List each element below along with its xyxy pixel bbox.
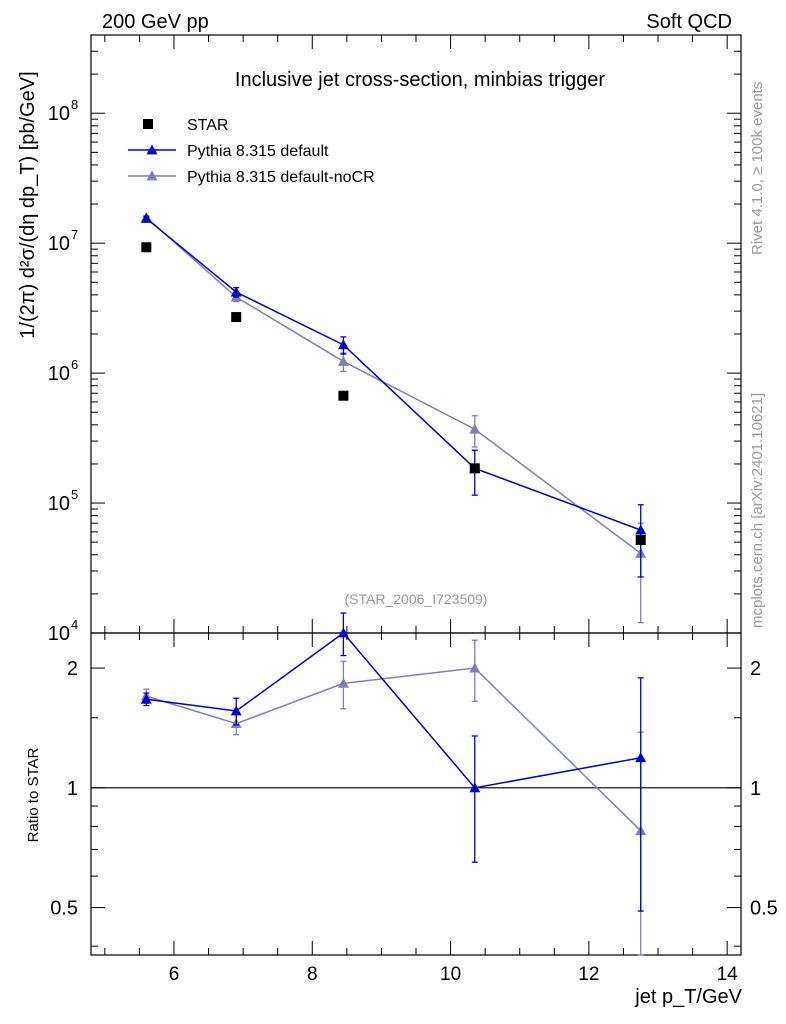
ratio-point-triangle <box>469 782 481 793</box>
chart-title: Inclusive jet cross-section, minbias tri… <box>235 69 605 91</box>
legend-label: Pythia 8.315 default-noCR <box>187 169 375 186</box>
header-left: 200 GeV pp <box>102 11 209 33</box>
legend-marker-triangle <box>146 170 158 181</box>
x-axis-label: jet p_T/GeV <box>634 986 742 1008</box>
analysis-tag: (STAR_2006_I723509) <box>345 591 488 607</box>
data-point-triangle <box>469 423 481 434</box>
y-tick-label: 10 <box>48 623 70 645</box>
legend-marker-square <box>143 119 153 129</box>
rivet-label: Rivet 4.1.0, ≥ 100k events <box>749 82 766 255</box>
data-point-square <box>141 242 152 253</box>
series-line <box>145 217 641 531</box>
x-tick-label: 12 <box>578 964 599 985</box>
x-tick-label: 6 <box>169 964 180 985</box>
ratio-series <box>91 612 741 956</box>
y-tick-label: 10 <box>48 493 70 515</box>
ratio-point-triangle <box>230 705 242 716</box>
ratio-point-triangle <box>337 627 349 638</box>
ratio-tick-label-left: 0.5 <box>50 898 78 920</box>
y-tick-exponent: 7 <box>71 227 78 242</box>
ratio-tick-label-left: 1 <box>67 778 78 800</box>
data-point-triangle <box>337 339 349 350</box>
data-point-square <box>338 390 349 401</box>
ratio-tick-label-right: 1 <box>750 778 761 800</box>
x-tick-label: 8 <box>307 964 318 985</box>
ratio-point-triangle <box>635 752 647 763</box>
y-tick-label: 10 <box>48 233 70 255</box>
ratio-tick-label-right: 2 <box>750 658 761 680</box>
data-point-square <box>635 534 646 545</box>
data-point-triangle <box>230 286 242 297</box>
y-tick-exponent: 5 <box>71 487 78 502</box>
y-tick-exponent: 6 <box>71 357 78 372</box>
main-series <box>140 211 647 624</box>
ratio-tick-label-left: 2 <box>67 658 78 680</box>
legend: STAR Pythia 8.315 default Pythia 8.315 def… <box>128 117 375 186</box>
y-tick-label: 10 <box>48 103 70 125</box>
y-tick-label: 10 <box>48 363 70 385</box>
y-tick-exponent: 4 <box>71 617 78 632</box>
data-point-square <box>231 312 242 323</box>
data-point-square <box>469 463 480 474</box>
data-point-triangle <box>635 524 647 535</box>
ratio-point-triangle <box>140 693 152 704</box>
ratio-point-triangle <box>469 662 481 673</box>
legend-marker-triangle <box>146 144 158 155</box>
y-tick-exponent: 8 <box>71 97 78 112</box>
legend-label: STAR <box>187 117 228 134</box>
ratio-series-line <box>146 631 641 789</box>
mcplots-label: mcplots.cern.ch [arXiv:2401.10621] <box>749 393 766 628</box>
header-right: Soft QCD <box>646 11 732 33</box>
ratio-tick-label-right: 0.5 <box>750 898 778 920</box>
ratio-axis-label: Ratio to STAR <box>25 747 42 842</box>
data-point-triangle <box>140 212 152 223</box>
data-point-triangle <box>337 355 349 366</box>
y-axis-label: 1/(2π) d²σ/(dη dp_T) [pb/GeV] <box>17 71 39 338</box>
x-tick-label: 14 <box>717 964 739 985</box>
x-tick-label: 10 <box>440 964 461 985</box>
ratio-plot-frame <box>90 632 742 956</box>
ratio-point-triangle <box>337 677 349 688</box>
legend-label: Pythia 8.315 default <box>187 143 329 160</box>
